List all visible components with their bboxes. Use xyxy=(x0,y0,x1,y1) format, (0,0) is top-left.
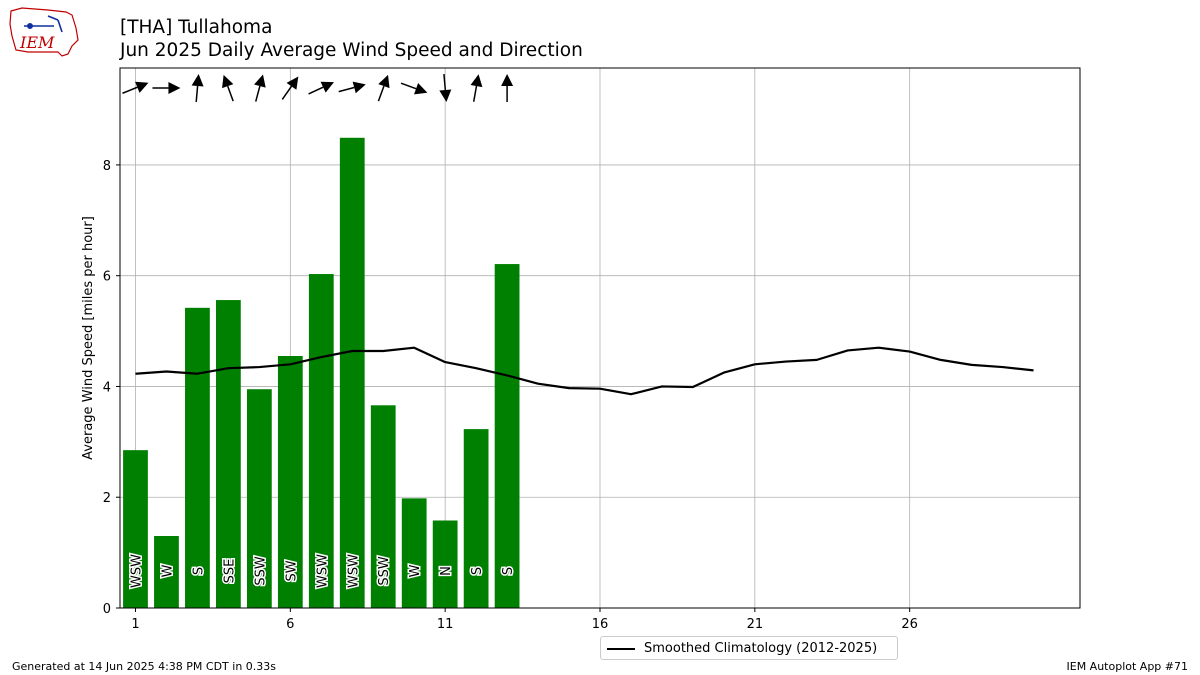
legend-label: Smoothed Climatology (2012-2025) xyxy=(644,641,878,656)
arrow-shaft xyxy=(400,82,417,90)
x-tick-label: 6 xyxy=(286,617,294,632)
direction-label: N xyxy=(439,566,454,576)
wind-arrow-day-12 xyxy=(470,74,483,102)
bar-day-13 xyxy=(494,264,520,608)
arrow-shaft xyxy=(226,85,234,102)
chart-legend: Smoothed Climatology (2012-2025) xyxy=(600,636,898,660)
iem-logo: IEM xyxy=(9,7,79,57)
direction-label: S xyxy=(191,567,206,575)
wind-arrow-day-5 xyxy=(254,74,266,102)
arrow-shaft xyxy=(255,85,261,102)
generated-timestamp: Generated at 14 Jun 2025 4:38 PM CDT in … xyxy=(12,660,277,673)
bar-day-1 xyxy=(123,450,148,608)
x-tick-label: 21 xyxy=(747,617,764,632)
arrow-head xyxy=(501,74,514,86)
arrow-head xyxy=(439,89,452,102)
bar-day-9 xyxy=(370,405,396,608)
arrow-head xyxy=(378,74,390,89)
legend-line-swatch xyxy=(607,648,635,650)
wind-arrow-day-11 xyxy=(439,73,452,102)
x-tick-label: 1 xyxy=(131,617,139,632)
climatology-polyline xyxy=(135,346,1034,396)
bar-day-6 xyxy=(277,356,303,608)
app-credit: IEM Autoplot App #71 xyxy=(1066,660,1189,673)
climatology-line xyxy=(135,346,1034,396)
direction-label: WSW xyxy=(129,554,144,588)
bar-day-3 xyxy=(185,307,210,608)
arrow-shaft xyxy=(377,85,385,102)
direction-label: SW xyxy=(284,560,299,581)
arrow-head xyxy=(222,74,234,89)
arrow-shaft xyxy=(195,85,199,103)
wind-arrow-day-9 xyxy=(377,74,390,102)
bar-day-11 xyxy=(432,520,458,608)
direction-labels: WSW W S SSE SSW SW WSW WSW SSW W N S S xyxy=(128,552,518,589)
arrow-shaft xyxy=(338,86,355,93)
x-tick-label: 26 xyxy=(901,617,918,632)
arrow-head xyxy=(135,81,149,93)
direction-label: SSE xyxy=(222,559,237,584)
arrow-shaft xyxy=(281,85,293,100)
direction-label: S xyxy=(501,567,516,575)
direction-label: SSW xyxy=(253,556,268,586)
arrow-head xyxy=(320,81,334,93)
wind-arrow-day-6 xyxy=(281,76,299,100)
direction-label: W xyxy=(408,564,423,577)
bar-day-12 xyxy=(463,429,489,608)
arrow-head xyxy=(168,82,181,94)
bar-day-10 xyxy=(401,498,427,608)
y-tick-label: 2 xyxy=(103,491,111,506)
wind-speed-bars xyxy=(123,137,520,609)
direction-label: WSW xyxy=(346,554,361,588)
y-tick-label: 6 xyxy=(103,270,111,285)
y-tick-label: 0 xyxy=(103,602,111,617)
arrow-shaft xyxy=(472,85,478,102)
wind-arrow-day-8 xyxy=(338,81,366,94)
chart-title: [THA] Tullahoma xyxy=(120,17,273,38)
arrow-shaft xyxy=(443,73,447,91)
x-tick-label: 16 xyxy=(592,617,609,632)
wind-arrow-day-4 xyxy=(222,74,234,102)
wind-arrow-day-7 xyxy=(308,81,334,95)
direction-arrows xyxy=(122,73,514,103)
wind-arrow-day-2 xyxy=(152,82,181,94)
y-axis-label: Average Wind Speed [miles per hour] xyxy=(81,216,96,460)
logo-weather-icon xyxy=(24,15,63,33)
y-tick-label: 8 xyxy=(103,159,111,174)
bar-day-7 xyxy=(308,274,334,608)
arrow-head xyxy=(286,76,299,90)
y-tick-label: 4 xyxy=(103,380,111,395)
x-tick-label: 11 xyxy=(437,617,454,632)
arrow-head xyxy=(470,74,483,88)
logo-text: IEM xyxy=(19,33,55,52)
arrow-shaft xyxy=(308,86,324,95)
chart-subtitle: Jun 2025 Daily Average Wind Speed and Di… xyxy=(120,40,583,61)
direction-label: SSW xyxy=(377,556,392,586)
arrow-head xyxy=(414,83,428,95)
wind-arrow-day-3 xyxy=(191,74,204,103)
wind-arrow-day-10 xyxy=(400,82,428,95)
bar-day-5 xyxy=(246,389,272,608)
arrow-head xyxy=(254,74,266,88)
direction-label: WSW xyxy=(315,554,330,588)
direction-label: W xyxy=(160,564,175,577)
arrow-head xyxy=(352,81,366,94)
logo-state-outline xyxy=(9,7,79,57)
wind-arrow-day-1 xyxy=(122,81,149,94)
arrow-shaft xyxy=(122,86,138,94)
bar-day-4 xyxy=(216,300,241,608)
bar-day-2 xyxy=(154,536,179,608)
direction-label: S xyxy=(470,567,485,575)
bar-day-8 xyxy=(339,137,365,609)
arrow-head xyxy=(191,74,204,87)
wind-arrow-day-13 xyxy=(501,74,514,102)
